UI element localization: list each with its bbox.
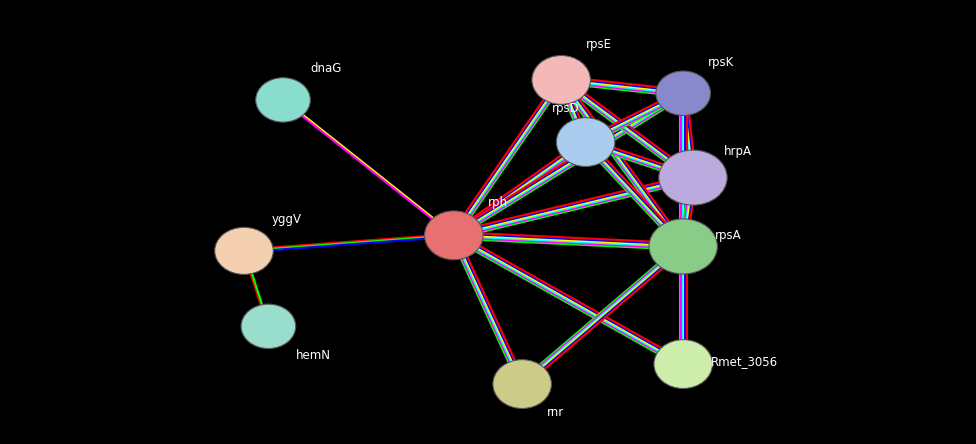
Text: rpsD: rpsD [551,103,579,115]
Text: rpsK: rpsK [708,56,734,69]
Ellipse shape [659,150,727,205]
Text: hemN: hemN [296,349,331,361]
Ellipse shape [532,56,590,104]
Text: rnr: rnr [547,406,564,419]
Text: Rmet_3056: Rmet_3056 [711,355,778,369]
Ellipse shape [656,71,711,115]
Ellipse shape [425,211,483,260]
Ellipse shape [241,304,296,349]
Text: rph: rph [488,196,508,209]
Ellipse shape [256,78,310,122]
Text: rpsA: rpsA [714,229,741,242]
Text: yggV: yggV [271,214,302,226]
Ellipse shape [556,118,615,166]
Ellipse shape [215,227,273,274]
Text: rpsE: rpsE [586,38,612,51]
Ellipse shape [649,219,717,274]
Text: dnaG: dnaG [310,63,342,75]
Text: hrpA: hrpA [724,145,752,158]
Ellipse shape [493,360,551,408]
Ellipse shape [654,340,712,388]
